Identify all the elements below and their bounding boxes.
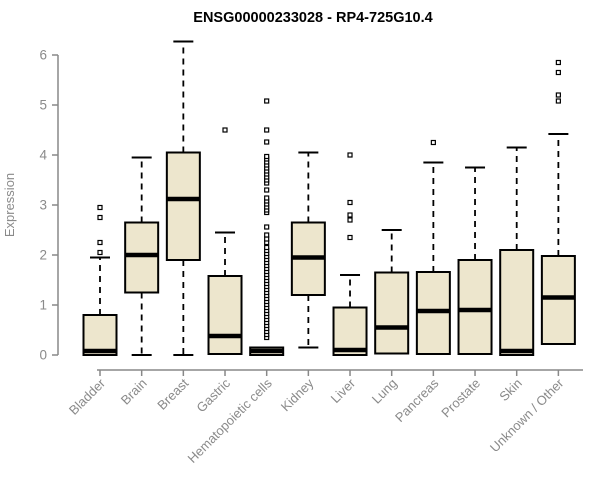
y-axis-tick-label: 2: [39, 248, 47, 263]
outlier-point: [264, 139, 270, 145]
box-unknown-other: [540, 255, 576, 345]
outlier-point: [264, 127, 270, 133]
outlier-point: [97, 214, 103, 221]
x-axis-category-label: Skin: [496, 376, 524, 404]
outlier-point: [97, 204, 103, 211]
y-axis-tick-label: 0: [39, 348, 47, 363]
x-axis-category-label: Kidney: [278, 375, 317, 414]
outlier-point: [264, 224, 270, 230]
box-lung: [374, 271, 410, 355]
outlier-point: [555, 98, 561, 104]
box-skin: [499, 249, 535, 356]
box-gastric: [207, 275, 243, 355]
box-liver: [332, 306, 368, 356]
outlier-point: [555, 92, 561, 98]
outlier-point: [555, 59, 561, 66]
x-axis-category-label: Unknown / Other: [487, 375, 567, 455]
y-axis-tick-label: 3: [39, 198, 47, 213]
outlier-point: [222, 127, 228, 133]
outlier-point: [264, 244, 270, 251]
x-axis-category-label: Bladder: [66, 375, 109, 418]
box-prostate: [457, 259, 493, 355]
outlier-point: [264, 153, 270, 160]
outlier-point: [97, 239, 103, 246]
outlier-point: [347, 234, 353, 241]
box-bladder: [82, 314, 118, 356]
chart-title: ENSG00000233028 - RP4-725G10.4: [193, 10, 432, 26]
outlier-point: [347, 199, 353, 206]
outlier-point: [264, 195, 270, 201]
x-axis-category-label: Liver: [328, 375, 359, 406]
x-axis-category-label: Prostate: [438, 376, 483, 421]
outlier-point: [264, 236, 270, 242]
outlier-point: [97, 249, 103, 256]
y-axis-tick-label: 1: [39, 298, 47, 313]
y-axis-tick-label: 4: [39, 148, 47, 163]
outlier-point: [555, 69, 561, 76]
box-brain: [124, 221, 160, 294]
y-axis-tick-label: 5: [39, 98, 47, 113]
outlier-point: [347, 152, 353, 158]
outlier-point: [347, 217, 353, 223]
outlier-point: [264, 232, 270, 238]
outlier-point: [347, 212, 353, 218]
x-axis-category-label: Lung: [369, 376, 400, 407]
box-breast: [165, 151, 201, 261]
x-axis-category-label: Pancreas: [392, 375, 442, 425]
outlier-point: [264, 98, 270, 104]
x-axis-category-label: Brain: [118, 376, 150, 408]
outlier-point: [264, 187, 270, 193]
y-axis-tick-label: 6: [39, 48, 47, 63]
y-axis-label: Expression: [2, 173, 17, 237]
outlier-point: [430, 139, 436, 146]
x-axis-category-label: Breast: [154, 375, 191, 412]
x-axis-category-label: Gastric: [193, 375, 233, 415]
